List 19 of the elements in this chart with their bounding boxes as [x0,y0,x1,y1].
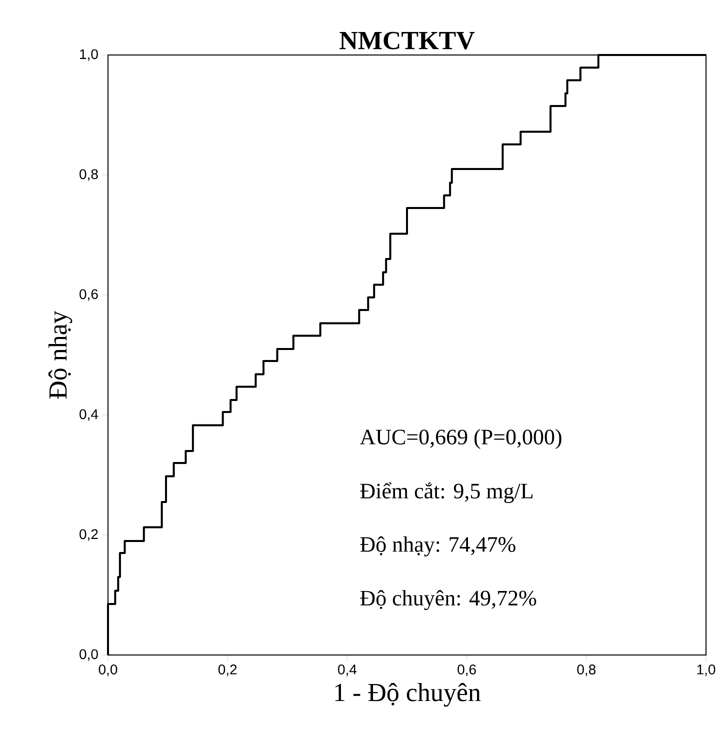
x-tick-label: 0,8 [577,664,596,676]
x-tick-label: 0,0 [98,664,118,676]
annotation: AUC=0,669 (P=0,000) [360,429,562,449]
y-tick-label: 0,0 [80,649,98,661]
y-tick-label: 0,8 [80,169,98,181]
annotation: Độ nhạy: 74,47% [360,536,516,556]
x-tick-label: 0,6 [458,664,476,676]
y-tick-label: 0,4 [80,409,98,421]
y-tick-label: 1,0 [80,49,98,61]
annotation: Điểm cắt: 9,5 mg/L [360,482,533,504]
y-tick-label: 0,6 [80,289,98,301]
chart-title: NMCTKTV [340,32,475,50]
x-tick-label: 0,4 [338,664,357,676]
x-axis-title: 1 - Độ chuyên [335,682,481,707]
x-tick-label: 1,0 [697,664,716,676]
y-axis-title: Độ nhạy [48,310,72,399]
x-tick-label: 0,2 [218,664,237,676]
y-tick-label: 0,2 [80,529,98,541]
annotation: Độ chuyên: 49,72% [360,590,536,610]
